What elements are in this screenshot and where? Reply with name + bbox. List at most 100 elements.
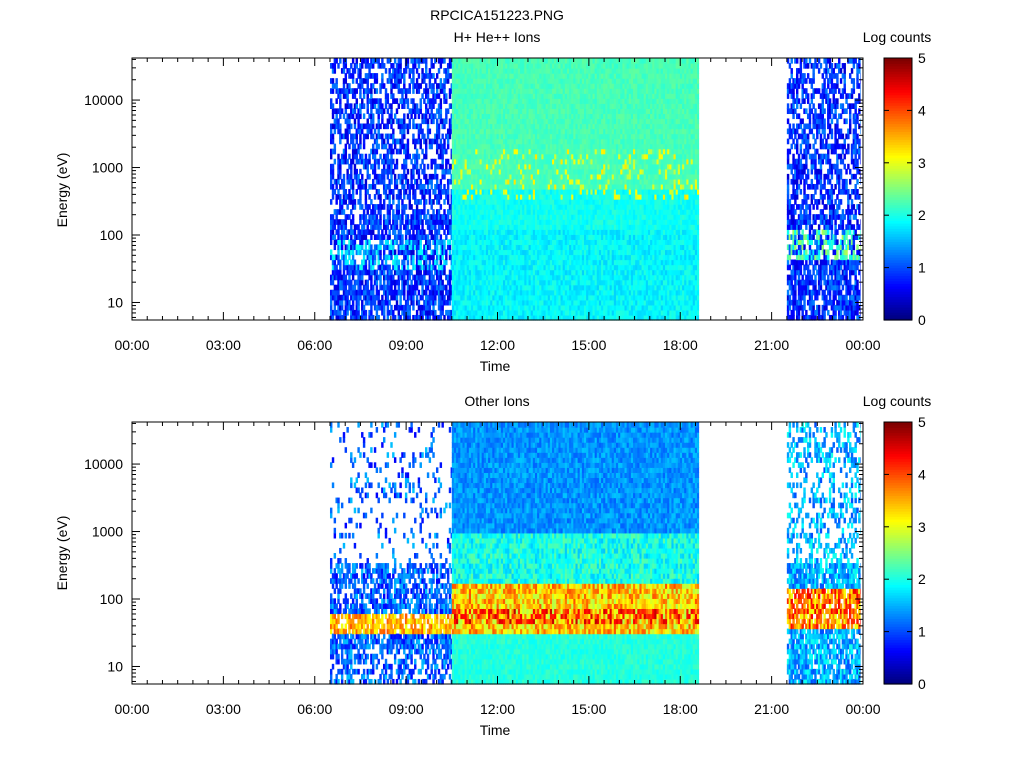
heatmap-cell [361,234,364,240]
heatmap-cell [337,304,340,311]
heatmap-cell [339,304,342,311]
heatmap-cell [448,244,452,251]
heatmap-cell [351,219,355,225]
heatmap-cell [425,259,428,266]
heatmap-cell [353,314,357,321]
heatmap-cell [428,194,432,200]
heatmap-cell [390,153,393,160]
heatmap-cell [351,153,355,160]
heatmap-cell [408,88,411,94]
heatmap-cell [406,98,410,104]
heatmap-cell [434,264,437,271]
heatmap-cell [361,264,364,271]
heatmap-cell [441,133,444,140]
heatmap-cell [357,224,360,230]
heatmap-cell [357,68,360,74]
heatmap-cell [342,209,346,215]
heatmap-cell [419,269,422,276]
heatmap-cell [382,83,386,89]
heatmap-cell [439,183,443,190]
heatmap-cell [404,189,408,195]
heatmap-cell [342,259,346,266]
heatmap-cell [346,264,349,271]
heatmap-cell [342,219,346,225]
heatmap-cell [335,209,338,215]
heatmap-cell [333,123,337,130]
heatmap-cell [337,168,340,175]
heatmap-cell [331,133,335,140]
heatmap-cell [445,113,448,120]
heatmap-cell [366,279,369,286]
heatmap-cell [350,173,353,180]
heatmap-cell [364,133,368,140]
heatmap-cell [425,58,428,64]
heatmap-cell [350,224,353,230]
heatmap-cell [415,284,419,291]
heatmap-cell [353,289,357,296]
heatmap-cell [423,163,426,170]
heatmap-cell [344,274,348,281]
heatmap-cell [403,264,406,271]
heatmap-cell [430,163,433,170]
heatmap-cell [355,244,358,251]
heatmap-cell [414,189,417,195]
heatmap-cell [362,143,366,150]
heatmap-cell [410,204,413,210]
heatmap-cell [434,279,437,286]
heatmap-cell [348,229,351,235]
heatmap-cell [426,209,430,215]
heatmap-cell [346,299,349,306]
heatmap-cell [432,63,435,69]
heatmap-cell [335,219,338,225]
heatmap-cell [340,133,344,140]
heatmap-cell [404,68,408,74]
heatmap-cell [377,259,380,266]
heatmap-cell [397,284,401,291]
heatmap-cell [412,229,415,235]
heatmap-cell [390,178,393,185]
heatmap-cell [348,153,351,160]
heatmap-cell [342,173,346,180]
heatmap-cell [401,214,404,220]
heatmap-cell [329,103,333,109]
heatmap-cell [346,249,349,256]
heatmap-cell [350,309,353,316]
heatmap-cell [339,133,342,140]
heatmap-cell [412,68,415,74]
heatmap-cell [375,73,379,79]
heatmap-cell [350,279,353,286]
heatmap-cell [448,299,452,306]
heatmap-cell [350,284,353,291]
heatmap-cell [346,118,349,125]
heatmap-cell [335,289,338,296]
heatmap-cell [406,299,410,306]
heatmap-cell [351,254,355,261]
heatmap-cell [364,299,368,306]
heatmap-cell [361,58,364,64]
heatmap-cell [342,88,346,94]
heatmap-cell [355,189,358,195]
heatmap-cell [346,158,349,165]
heatmap-cell [346,98,349,104]
heatmap-cell [346,128,349,135]
heatmap-cell [448,133,452,140]
heatmap-cell [437,209,441,215]
heatmap-cell [339,209,342,215]
heatmap-cell [333,234,337,240]
heatmap-cell [364,234,368,240]
heatmap-cell [351,88,355,94]
heatmap-cell [333,224,337,230]
heatmap-cell [335,309,338,316]
heatmap-cell [355,173,358,180]
heatmap-cell [340,219,344,225]
heatmap-cell [348,299,351,306]
heatmap-cell [399,294,402,301]
heatmap-cell [346,138,349,145]
heatmap-cell [448,168,452,175]
heatmap-cell [362,158,366,165]
heatmap-cell [361,123,364,130]
heatmap-cell [410,178,413,185]
heatmap-cell [370,199,373,205]
heatmap-cell [419,178,422,185]
heatmap-cell [331,63,335,69]
